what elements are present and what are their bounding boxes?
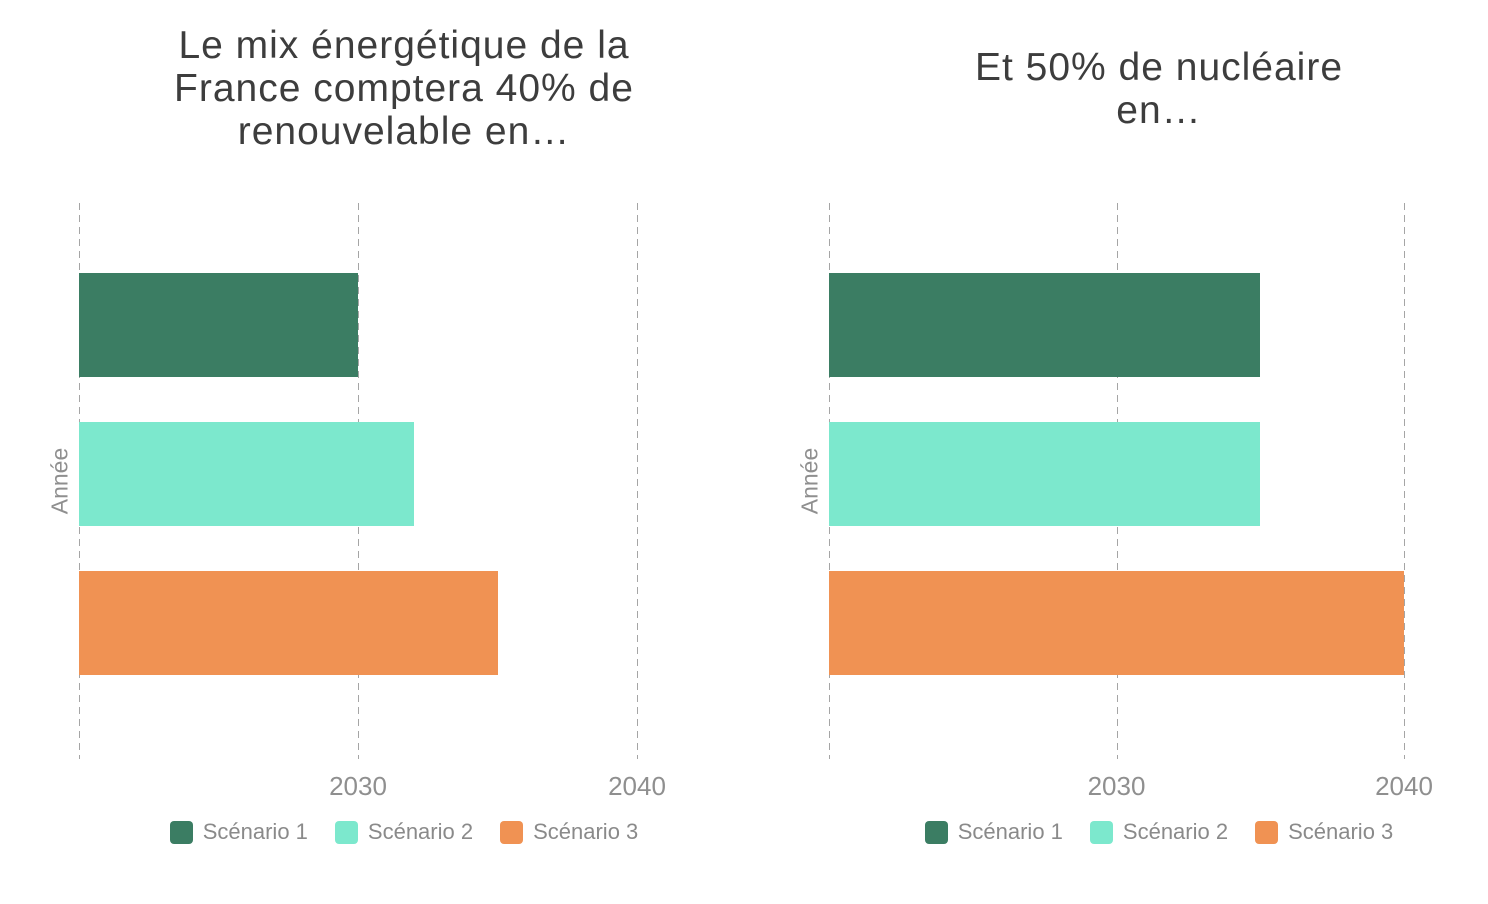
legend: Scénario 1 Scénario 2 Scénario 3 xyxy=(64,819,744,845)
bars-container xyxy=(79,203,637,759)
legend-label: Scénario 1 xyxy=(202,819,308,844)
y-axis-label: Année xyxy=(46,447,73,515)
legend-swatch xyxy=(1089,820,1113,844)
legend-swatch xyxy=(169,820,193,844)
legend: Scénario 1 Scénario 2 Scénario 3 xyxy=(830,819,1488,845)
legend-label: Scénario 3 xyxy=(1288,819,1394,844)
x-tick-label: 2030 xyxy=(329,771,387,801)
bar-scenario-2 xyxy=(79,422,414,526)
bar-scenario-1 xyxy=(829,273,1261,377)
plot-area: 2030 2040 xyxy=(829,203,1433,801)
legend-swatch xyxy=(1255,820,1279,844)
legend-label: Scénario 1 xyxy=(957,819,1063,844)
legend-item: Scénario 3 xyxy=(1255,819,1393,845)
x-tick-label: 2030 xyxy=(1087,771,1146,801)
bar-scenario-3 xyxy=(79,571,498,675)
bars-container xyxy=(829,203,1404,759)
bar-scenario-2 xyxy=(829,422,1261,526)
legend-swatch xyxy=(500,820,524,844)
x-tick-label: 2040 xyxy=(608,771,666,801)
gridline-2040 xyxy=(637,203,638,759)
legend-swatch xyxy=(334,820,358,844)
chart-title: Le mix énergétique de la France comptera… xyxy=(174,24,634,153)
x-tick-label: 2040 xyxy=(1375,771,1433,801)
legend-item: Scénario 1 xyxy=(924,819,1063,845)
legend-item: Scénario 2 xyxy=(334,819,474,845)
chart-title: Et 50% de nucléaire en… xyxy=(974,46,1344,132)
legend-label: Scénario 2 xyxy=(1122,819,1229,844)
chart-panel-nuclear: Et 50% de nucléaire en… 2030 2040 Année … xyxy=(744,0,1488,904)
legend-item: Scénario 3 xyxy=(500,819,638,845)
gridline-2040 xyxy=(1404,203,1405,759)
y-axis-label: Année xyxy=(796,447,823,515)
legend-item: Scénario 1 xyxy=(169,819,308,845)
bar-scenario-3 xyxy=(829,571,1404,675)
chart-panel-renewable: Le mix énergétique de la France comptera… xyxy=(46,24,744,845)
bar-scenario-1 xyxy=(79,273,358,377)
legend-label: Scénario 3 xyxy=(533,819,639,844)
legend-swatch xyxy=(924,820,948,844)
plot-area: 2030 2040 xyxy=(79,203,666,801)
legend-item: Scénario 2 xyxy=(1089,819,1229,845)
legend-label: Scénario 2 xyxy=(367,819,474,844)
